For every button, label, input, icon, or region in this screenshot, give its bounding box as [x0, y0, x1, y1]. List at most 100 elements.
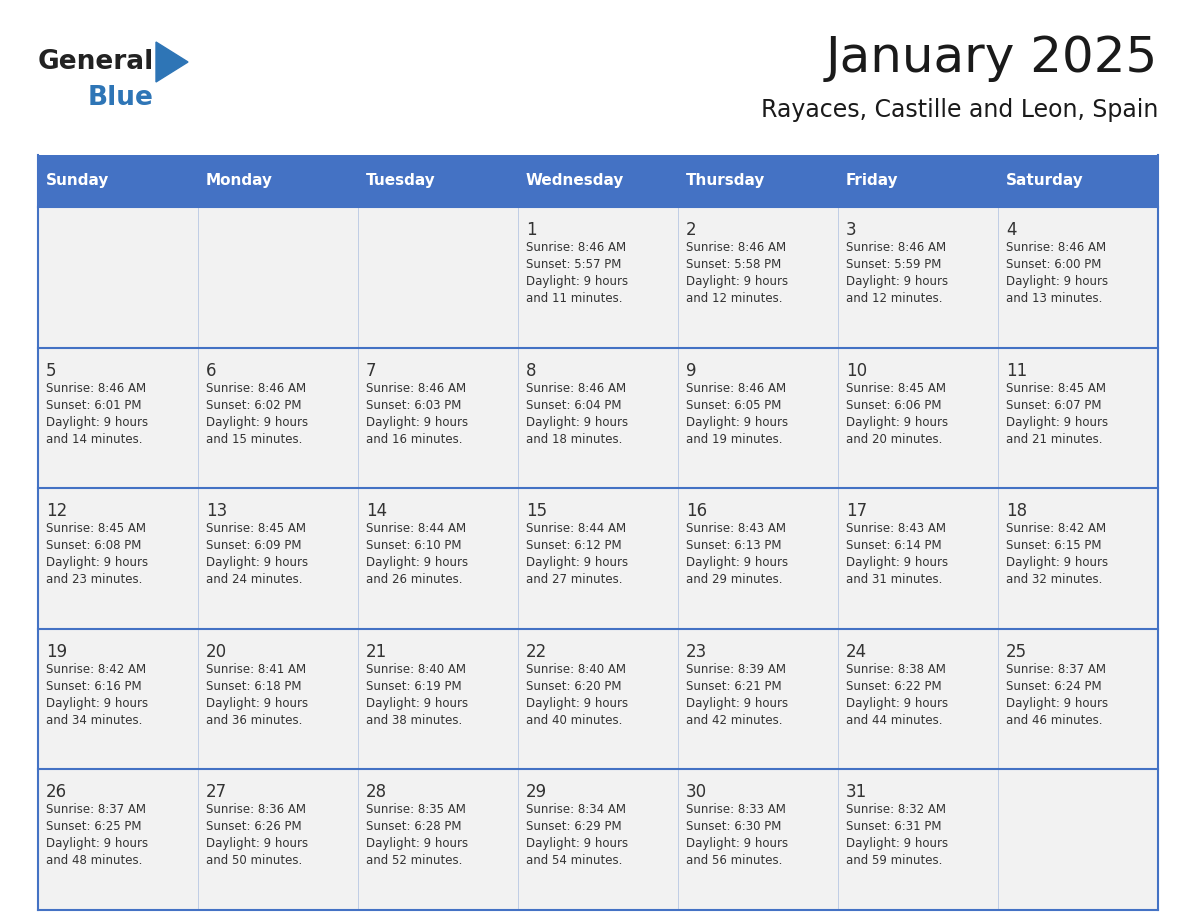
Bar — [518, 769, 678, 910]
Text: Sunset: 6:29 PM: Sunset: 6:29 PM — [526, 821, 621, 834]
Text: Daylight: 9 hours: Daylight: 9 hours — [1006, 556, 1108, 569]
Text: January 2025: January 2025 — [826, 34, 1158, 82]
Bar — [38, 488, 198, 629]
Text: and 46 minutes.: and 46 minutes. — [1006, 714, 1102, 727]
Text: 14: 14 — [366, 502, 387, 521]
Text: Sunrise: 8:46 AM: Sunrise: 8:46 AM — [46, 382, 146, 395]
Bar — [38, 348, 198, 488]
Text: Sunset: 6:03 PM: Sunset: 6:03 PM — [366, 398, 461, 411]
Bar — [518, 348, 678, 488]
Text: Sunrise: 8:40 AM: Sunrise: 8:40 AM — [366, 663, 466, 676]
Text: Sunset: 6:10 PM: Sunset: 6:10 PM — [366, 539, 461, 553]
Bar — [198, 488, 358, 629]
Bar — [38, 155, 1158, 207]
Text: Monday: Monday — [206, 174, 273, 188]
Text: Daylight: 9 hours: Daylight: 9 hours — [526, 697, 628, 710]
Text: Sunset: 6:00 PM: Sunset: 6:00 PM — [1006, 258, 1101, 271]
Bar — [38, 769, 198, 910]
Text: Sunrise: 8:37 AM: Sunrise: 8:37 AM — [46, 803, 146, 816]
Text: 23: 23 — [685, 643, 707, 661]
Text: Daylight: 9 hours: Daylight: 9 hours — [846, 416, 948, 429]
Text: Sunset: 6:19 PM: Sunset: 6:19 PM — [366, 680, 462, 693]
Text: Sunset: 6:09 PM: Sunset: 6:09 PM — [206, 539, 302, 553]
Text: and 24 minutes.: and 24 minutes. — [206, 573, 303, 587]
Text: 17: 17 — [846, 502, 867, 521]
Text: 19: 19 — [46, 643, 68, 661]
Text: and 21 minutes.: and 21 minutes. — [1006, 432, 1102, 445]
Text: Daylight: 9 hours: Daylight: 9 hours — [846, 275, 948, 288]
Text: and 16 minutes.: and 16 minutes. — [366, 432, 462, 445]
Text: 13: 13 — [206, 502, 227, 521]
Bar — [998, 348, 1158, 488]
Text: and 12 minutes.: and 12 minutes. — [685, 292, 783, 305]
Bar — [518, 629, 678, 769]
Bar — [358, 207, 518, 348]
Text: Sunrise: 8:46 AM: Sunrise: 8:46 AM — [1006, 241, 1106, 254]
Text: Sunset: 6:01 PM: Sunset: 6:01 PM — [46, 398, 141, 411]
Text: and 11 minutes.: and 11 minutes. — [526, 292, 623, 305]
Text: and 20 minutes.: and 20 minutes. — [846, 432, 942, 445]
Text: Sunrise: 8:37 AM: Sunrise: 8:37 AM — [1006, 663, 1106, 676]
Text: Tuesday: Tuesday — [366, 174, 436, 188]
Text: Daylight: 9 hours: Daylight: 9 hours — [685, 556, 788, 569]
Text: Daylight: 9 hours: Daylight: 9 hours — [206, 837, 308, 850]
Text: and 13 minutes.: and 13 minutes. — [1006, 292, 1102, 305]
Bar — [838, 488, 998, 629]
Text: Daylight: 9 hours: Daylight: 9 hours — [846, 556, 948, 569]
Text: Sunrise: 8:45 AM: Sunrise: 8:45 AM — [846, 382, 946, 395]
Text: Daylight: 9 hours: Daylight: 9 hours — [46, 556, 148, 569]
Text: Sunrise: 8:33 AM: Sunrise: 8:33 AM — [685, 803, 786, 816]
Text: Sunrise: 8:41 AM: Sunrise: 8:41 AM — [206, 663, 307, 676]
Text: Sunrise: 8:46 AM: Sunrise: 8:46 AM — [526, 241, 626, 254]
Text: and 52 minutes.: and 52 minutes. — [366, 855, 462, 868]
Text: Daylight: 9 hours: Daylight: 9 hours — [1006, 697, 1108, 710]
Text: Daylight: 9 hours: Daylight: 9 hours — [685, 416, 788, 429]
Text: and 40 minutes.: and 40 minutes. — [526, 714, 623, 727]
Text: Sunset: 6:25 PM: Sunset: 6:25 PM — [46, 821, 141, 834]
Bar — [678, 207, 838, 348]
Bar — [838, 348, 998, 488]
Text: Daylight: 9 hours: Daylight: 9 hours — [846, 697, 948, 710]
Text: Sunset: 6:06 PM: Sunset: 6:06 PM — [846, 398, 942, 411]
Bar — [358, 348, 518, 488]
Text: Sunrise: 8:46 AM: Sunrise: 8:46 AM — [685, 241, 786, 254]
Bar — [998, 488, 1158, 629]
Bar — [838, 207, 998, 348]
Text: General: General — [38, 49, 154, 75]
Text: and 29 minutes.: and 29 minutes. — [685, 573, 783, 587]
Text: Thursday: Thursday — [685, 174, 765, 188]
Text: 29: 29 — [526, 783, 548, 801]
Text: and 42 minutes.: and 42 minutes. — [685, 714, 783, 727]
Text: 25: 25 — [1006, 643, 1028, 661]
Text: Daylight: 9 hours: Daylight: 9 hours — [526, 275, 628, 288]
Bar — [198, 348, 358, 488]
Text: Sunset: 6:15 PM: Sunset: 6:15 PM — [1006, 539, 1101, 553]
Text: 10: 10 — [846, 362, 867, 380]
Text: Sunset: 6:21 PM: Sunset: 6:21 PM — [685, 680, 782, 693]
Text: 30: 30 — [685, 783, 707, 801]
Text: Sunrise: 8:45 AM: Sunrise: 8:45 AM — [46, 522, 146, 535]
Text: Sunrise: 8:45 AM: Sunrise: 8:45 AM — [206, 522, 307, 535]
Text: and 48 minutes.: and 48 minutes. — [46, 855, 143, 868]
Text: Sunrise: 8:42 AM: Sunrise: 8:42 AM — [1006, 522, 1106, 535]
Text: 12: 12 — [46, 502, 68, 521]
Bar — [198, 769, 358, 910]
Text: and 19 minutes.: and 19 minutes. — [685, 432, 783, 445]
Text: 20: 20 — [206, 643, 227, 661]
Text: and 18 minutes.: and 18 minutes. — [526, 432, 623, 445]
Text: 2: 2 — [685, 221, 696, 239]
Text: 26: 26 — [46, 783, 68, 801]
Text: and 56 minutes.: and 56 minutes. — [685, 855, 783, 868]
Text: Sunset: 5:57 PM: Sunset: 5:57 PM — [526, 258, 621, 271]
Text: Daylight: 9 hours: Daylight: 9 hours — [366, 416, 468, 429]
Text: Sunrise: 8:40 AM: Sunrise: 8:40 AM — [526, 663, 626, 676]
Text: Sunset: 6:31 PM: Sunset: 6:31 PM — [846, 821, 942, 834]
Text: and 12 minutes.: and 12 minutes. — [846, 292, 942, 305]
Text: and 14 minutes.: and 14 minutes. — [46, 432, 143, 445]
Text: Rayaces, Castille and Leon, Spain: Rayaces, Castille and Leon, Spain — [760, 98, 1158, 122]
Bar — [518, 488, 678, 629]
Bar — [838, 769, 998, 910]
Bar — [678, 348, 838, 488]
Bar — [678, 769, 838, 910]
Text: Sunrise: 8:32 AM: Sunrise: 8:32 AM — [846, 803, 946, 816]
